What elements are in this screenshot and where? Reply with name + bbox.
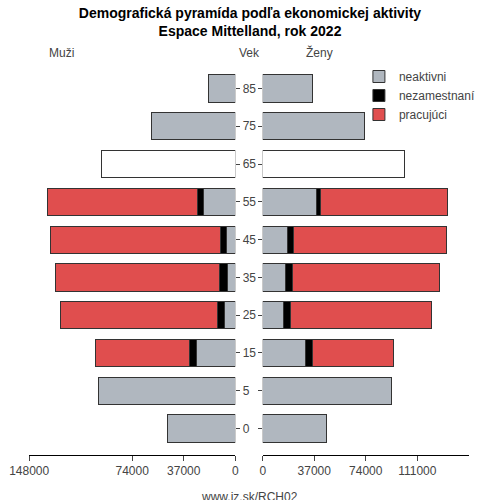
svg-text:0: 0 — [243, 422, 250, 436]
svg-text:75: 75 — [243, 119, 257, 133]
svg-text:45: 45 — [243, 233, 257, 247]
svg-text:Muži: Muži — [49, 46, 74, 60]
svg-text:15: 15 — [243, 346, 257, 360]
svg-text:Vek: Vek — [239, 46, 260, 60]
svg-text:65: 65 — [243, 157, 257, 171]
svg-text:85: 85 — [243, 82, 257, 96]
svg-text:74000: 74000 — [116, 464, 150, 478]
svg-text:55: 55 — [243, 195, 257, 209]
svg-text:148000: 148000 — [9, 464, 49, 478]
svg-text:74000: 74000 — [349, 464, 383, 478]
svg-text:25: 25 — [243, 308, 257, 322]
svg-text:neaktivni: neaktivni — [399, 70, 446, 84]
svg-text:0: 0 — [259, 464, 266, 478]
svg-text:Demografická pyramída podľa ek: Demografická pyramída podľa ekonomickej … — [79, 5, 422, 39]
svg-text:35: 35 — [243, 271, 257, 285]
svg-text:pracujúci: pracujúci — [399, 108, 447, 122]
svg-text:www.iz.sk/RCH02: www.iz.sk/RCH02 — [201, 490, 298, 500]
svg-text:37000: 37000 — [298, 464, 332, 478]
svg-text:111000: 111000 — [398, 464, 437, 478]
svg-text:0: 0 — [232, 464, 239, 478]
svg-text:nezamestnaní: nezamestnaní — [399, 89, 475, 103]
svg-text:37000: 37000 — [167, 464, 201, 478]
svg-text:5: 5 — [243, 384, 250, 398]
svg-text:Ženy: Ženy — [306, 45, 333, 60]
